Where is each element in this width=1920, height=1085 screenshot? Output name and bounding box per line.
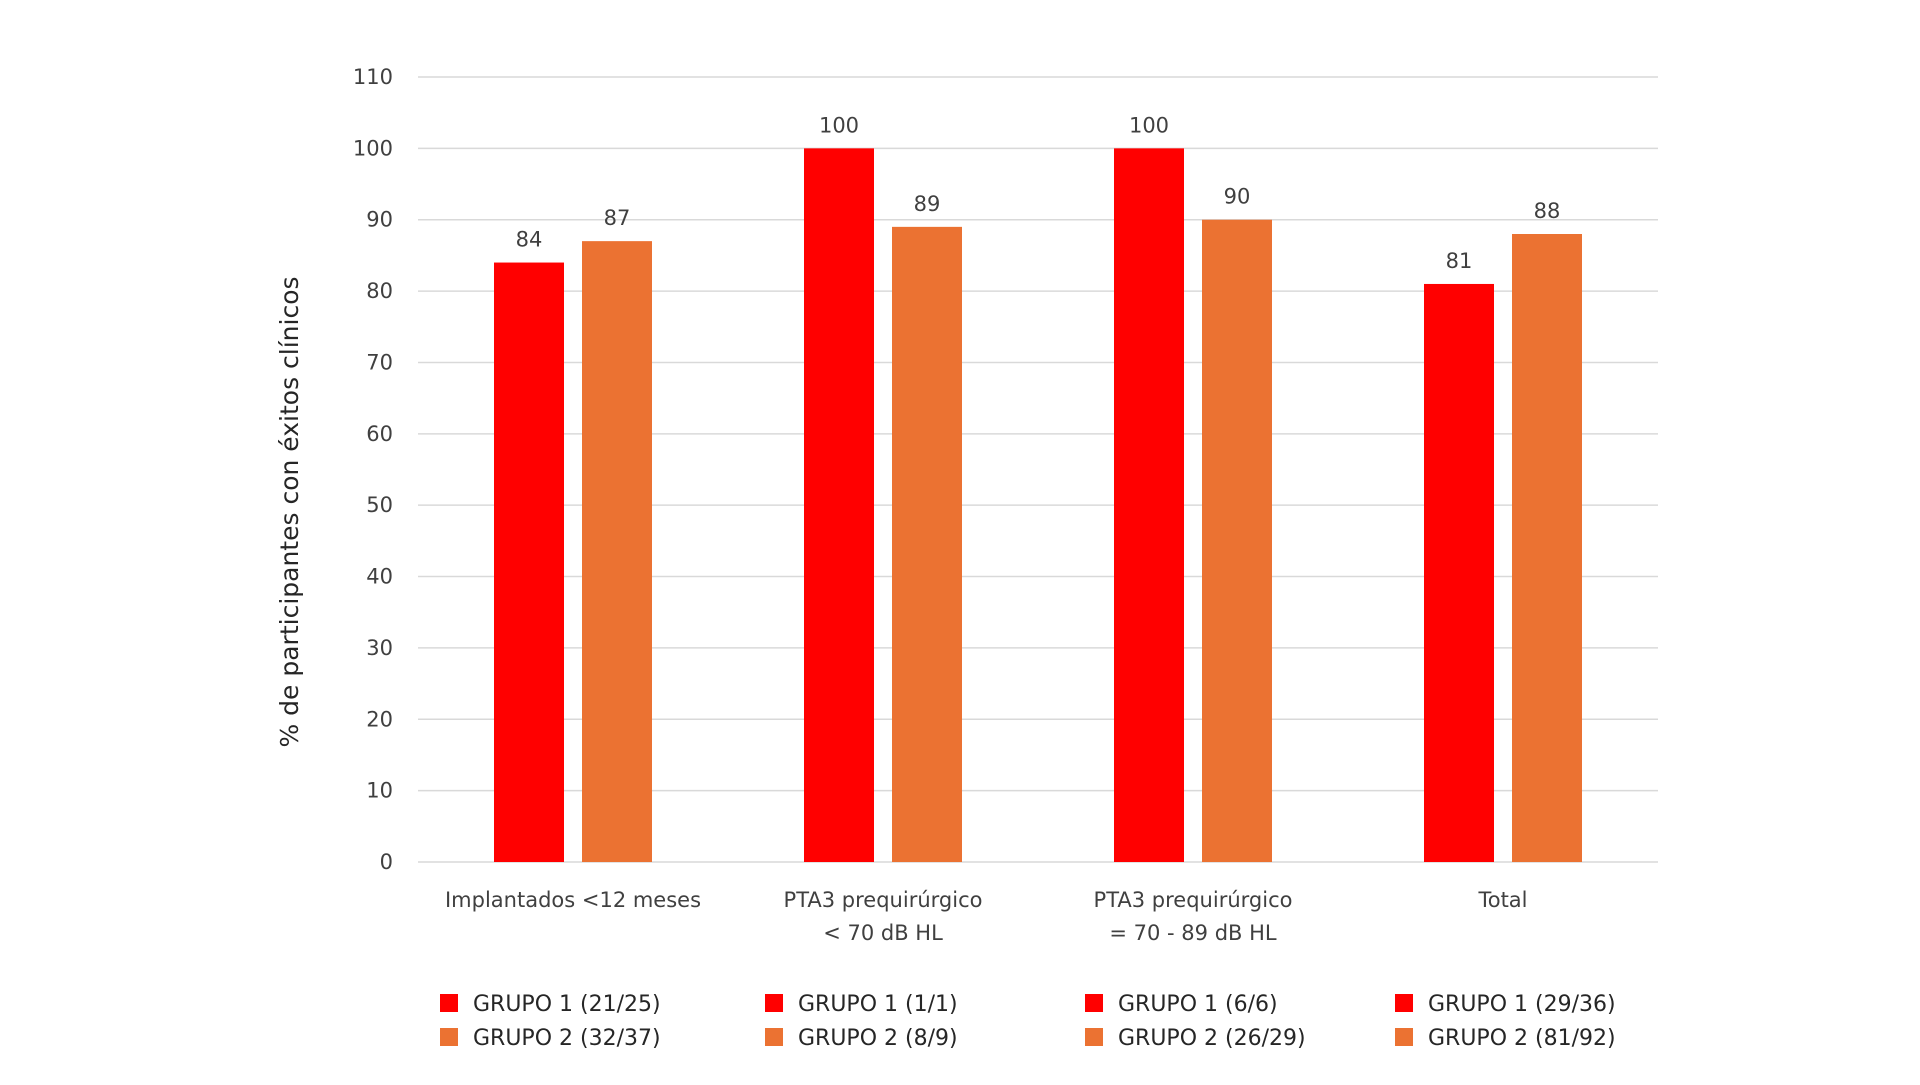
bar xyxy=(804,148,874,862)
bar xyxy=(1114,148,1184,862)
data-label: 88 xyxy=(1534,199,1561,223)
y-tick-label: 50 xyxy=(366,493,393,517)
data-label: 87 xyxy=(604,206,631,230)
data-label: 90 xyxy=(1224,185,1251,209)
data-label: 81 xyxy=(1446,249,1473,273)
bar xyxy=(1424,283,1494,862)
y-tick-label: 30 xyxy=(366,636,393,660)
legend-swatch xyxy=(440,994,458,1012)
legend-entry: GRUPO 1 (6/6) xyxy=(1118,992,1278,1017)
category-label: = 70 - 89 dB HL xyxy=(1109,921,1277,945)
y-tick-label: 60 xyxy=(366,422,393,446)
category-label: < 70 dB HL xyxy=(823,921,943,945)
legend-swatch xyxy=(1085,1028,1103,1046)
bar xyxy=(494,262,564,863)
legend-swatch xyxy=(440,1028,458,1046)
legend-layer: GRUPO 1 (21/25) GRUPO 2 (32/37) GRUPO 1 (1… xyxy=(440,992,1616,1051)
bar xyxy=(1512,234,1582,862)
legend-entry: GRUPO 2 (8/9) xyxy=(798,1026,958,1051)
category-label: PTA3 prequirúrgico xyxy=(784,888,983,912)
category-label: Implantados <12 meses xyxy=(445,888,701,912)
y-tick-label: 20 xyxy=(366,707,393,731)
legend-swatch xyxy=(1395,1028,1413,1046)
data-label: 89 xyxy=(914,192,941,216)
bar-layer xyxy=(494,148,1582,863)
legend-entry: GRUPO 2 (81/92) xyxy=(1428,1026,1616,1051)
data-label: 100 xyxy=(819,113,859,137)
legend-swatch xyxy=(765,1028,783,1046)
y-tick-label: 10 xyxy=(366,779,393,803)
y-tick-label: 110 xyxy=(353,65,393,89)
y-axis-title: % de participantes con éxitos clínicos xyxy=(275,276,304,747)
legend-entry: GRUPO 2 (26/29) xyxy=(1118,1026,1306,1051)
y-tick-label: 40 xyxy=(366,565,393,589)
legend-swatch xyxy=(1085,994,1103,1012)
y-tick-label: 80 xyxy=(366,279,393,303)
legend-swatch xyxy=(765,994,783,1012)
category-label: Total xyxy=(1477,888,1527,912)
y-tick-label: 70 xyxy=(366,350,393,374)
y-tick-label: 100 xyxy=(353,136,393,160)
data-label: 100 xyxy=(1129,113,1169,137)
bar xyxy=(582,241,652,863)
data-label: 84 xyxy=(516,228,543,252)
y-tick-label: 0 xyxy=(380,850,393,874)
legend-entry: GRUPO 1 (21/25) xyxy=(473,992,661,1017)
label-layer: 0 10 20 30 40 50 60 70 80 90 100 110 84 87 Implantados… xyxy=(353,65,1560,945)
category-label: PTA3 prequirúrgico xyxy=(1094,888,1293,912)
bar xyxy=(1202,219,1272,862)
y-tick-label: 90 xyxy=(366,208,393,232)
legend-entry: GRUPO 2 (32/37) xyxy=(473,1026,661,1051)
legend-swatch xyxy=(1395,994,1413,1012)
bar xyxy=(892,226,962,862)
legend-entry: GRUPO 1 (29/36) xyxy=(1428,992,1616,1017)
legend-entry: GRUPO 1 (1/1) xyxy=(798,992,958,1017)
